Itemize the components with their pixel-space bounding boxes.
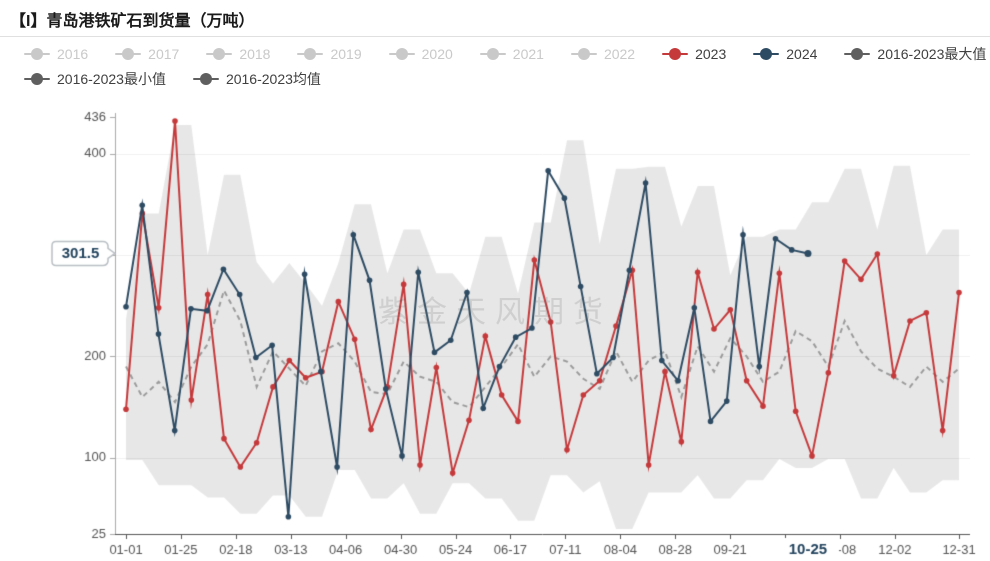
legend-line-dot-icon xyxy=(115,47,142,60)
legend-item-2023[interactable]: 2023 xyxy=(662,46,726,62)
legend-label: 2022 xyxy=(603,45,636,62)
legend-label: 2016 xyxy=(57,45,89,62)
legend-label: 2019 xyxy=(330,45,362,62)
legend-line-dot-icon xyxy=(388,47,415,60)
chart-area: 紫金天风期货 xyxy=(0,91,990,561)
legend-label: 2016-2023最小值 xyxy=(57,70,166,87)
legend-item-2019[interactable]: 2019 xyxy=(297,45,362,62)
legend-item-2021[interactable]: 2021 xyxy=(479,45,544,62)
arrivals-line-chart[interactable] xyxy=(0,91,990,561)
chart-legend: 2016 2017 2018 2019 2020 2021 2022 2023 2024 2016… xyxy=(0,37,990,91)
legend-item-2016-2023-[interactable]: 2016-2023最大值 xyxy=(844,44,986,64)
page-title: 【I】青岛港铁矿石到货量（万吨） xyxy=(10,13,255,30)
legend-line-dot-icon xyxy=(479,47,506,60)
legend-label: 2020 xyxy=(421,45,453,62)
legend-label: 2016-2023最大值 xyxy=(877,45,987,62)
legend-line-dot-icon xyxy=(206,47,233,60)
legend-item-2020[interactable]: 2020 xyxy=(388,45,453,62)
legend-item-2018[interactable]: 2018 xyxy=(206,46,270,62)
legend-label: 2016-2023均值 xyxy=(225,70,321,87)
legend-label: 2023 xyxy=(695,45,727,62)
legend-line-dot-icon xyxy=(753,47,780,60)
legend-line-dot-icon xyxy=(192,72,219,85)
legend-line-dot-icon xyxy=(570,47,597,60)
title-divider xyxy=(0,36,990,37)
legend-line-dot-icon xyxy=(662,47,689,60)
legend-item-2016-2023-[interactable]: 2016-2023最小值 xyxy=(24,69,166,89)
legend-row-2: 2016-2023最小值 2016-2023均值 xyxy=(24,66,980,91)
legend-row-1: 2016 2017 2018 2019 2020 2021 2022 2023 2024 2016… xyxy=(24,41,986,66)
legend-item-2024[interactable]: 2024 xyxy=(753,46,817,62)
legend-label: 2021 xyxy=(512,45,544,62)
legend-line-dot-icon xyxy=(844,47,871,60)
legend-line-dot-icon xyxy=(297,47,324,60)
legend-label: 2024 xyxy=(786,45,818,62)
legend-label: 2018 xyxy=(239,45,271,62)
legend-item-2022[interactable]: 2022 xyxy=(570,45,636,62)
legend-item-2017[interactable]: 2017 xyxy=(115,46,179,62)
legend-item-2016[interactable]: 2016 xyxy=(24,46,88,62)
legend-line-dot-icon xyxy=(24,47,50,60)
legend-label: 2017 xyxy=(148,45,180,62)
legend-line-dot-icon xyxy=(24,72,50,85)
legend-item-2016-2023-[interactable]: 2016-2023均值 xyxy=(192,69,321,89)
